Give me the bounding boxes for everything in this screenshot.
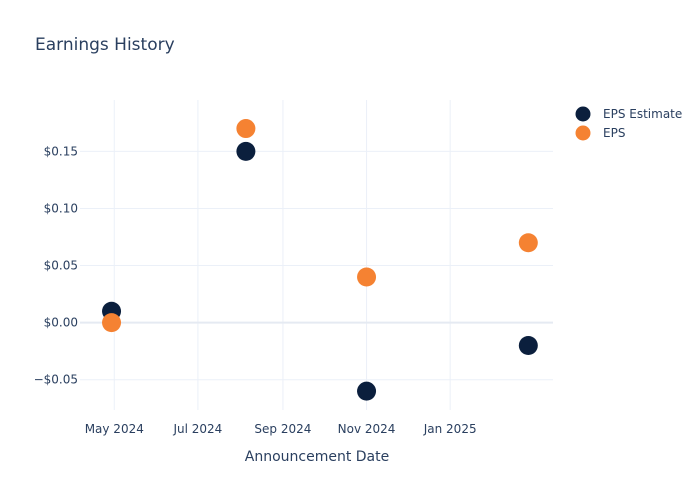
- legend[interactable]: EPS Estimate EPS: [575, 106, 683, 141]
- eps-estimate-point[interactable]: [357, 381, 377, 401]
- eps-point[interactable]: [357, 267, 377, 287]
- chart-title: Earnings History: [35, 35, 175, 55]
- data-points: [102, 119, 538, 401]
- eps-estimate-point[interactable]: [518, 335, 538, 355]
- y-tick-label: $0.05: [44, 259, 78, 273]
- legend-label: EPS: [603, 126, 625, 140]
- eps-point[interactable]: [102, 313, 122, 333]
- x-axis-ticks: May 2024 Jul 2024 Sep 2024 Nov 2024 Jan 2025: [85, 422, 477, 436]
- x-tick-label: Nov 2024: [338, 422, 396, 436]
- legend-marker: [575, 125, 591, 141]
- eps-point[interactable]: [236, 119, 256, 139]
- eps-estimate-point[interactable]: [236, 141, 256, 161]
- x-tick-label: Jul 2024: [172, 422, 222, 436]
- y-tick-label: $0.00: [44, 316, 78, 330]
- y-axis-ticks: −$0.05 $0.00 $0.05 $0.10 $0.15: [34, 144, 78, 386]
- legend-item-eps[interactable]: EPS: [575, 125, 626, 141]
- x-tick-label: Jan 2025: [423, 422, 477, 436]
- y-tick-label: −$0.05: [34, 373, 78, 387]
- legend-item-eps-estimate[interactable]: EPS Estimate: [575, 106, 683, 122]
- y-tick-label: $0.15: [44, 144, 78, 158]
- legend-marker: [575, 106, 591, 122]
- grid: [80, 100, 553, 410]
- x-tick-label: May 2024: [85, 422, 144, 436]
- x-tick-label: Sep 2024: [254, 422, 311, 436]
- eps-point[interactable]: [518, 233, 538, 253]
- y-tick-label: $0.10: [44, 201, 78, 215]
- x-axis-title: Announcement Date: [245, 449, 389, 465]
- legend-label: EPS Estimate: [603, 107, 682, 121]
